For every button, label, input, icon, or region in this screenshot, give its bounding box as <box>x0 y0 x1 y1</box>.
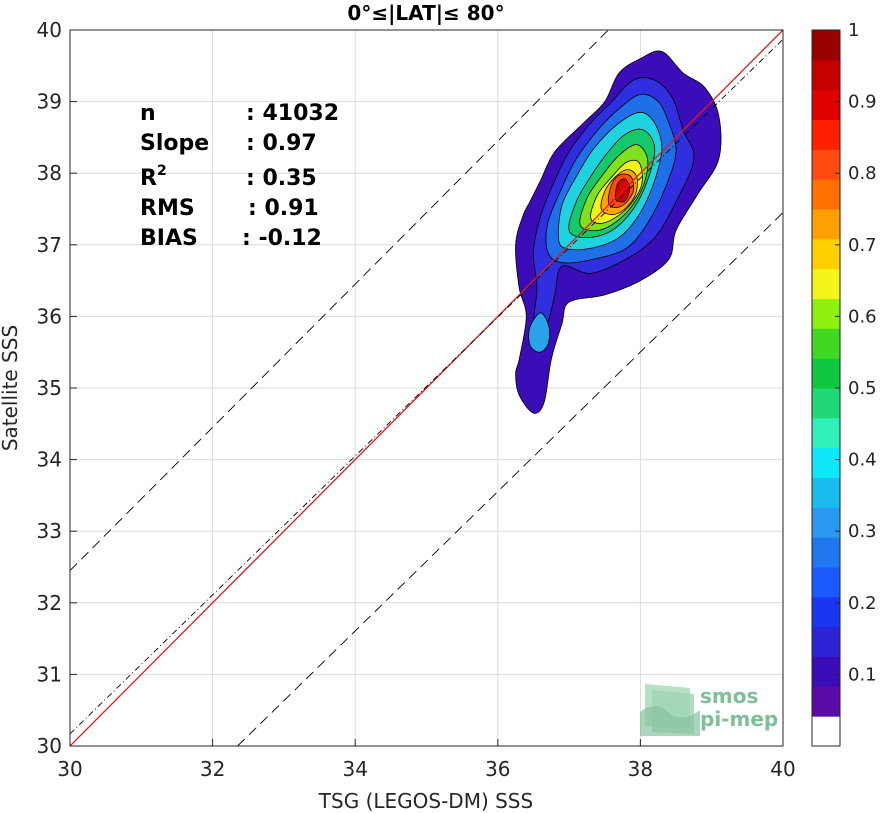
stat-r2-superscript: 2 <box>157 163 167 179</box>
colorbar-tick-label: 0.2 <box>848 593 877 614</box>
colorbar-segment-11 <box>812 388 840 419</box>
colorbar-tick-label: 0.1 <box>848 664 877 685</box>
logo-line2: pi-mep <box>700 707 778 731</box>
y-tick-label: 38 <box>37 161 62 185</box>
smos-pi-mep-logo: smos pi-mep <box>640 684 778 736</box>
stat-r2-value: : 0.35 <box>246 166 317 191</box>
colorbar-segment-13 <box>812 328 840 359</box>
y-tick-label: 35 <box>37 376 62 400</box>
colorbar-tick-label: 1 <box>848 20 859 41</box>
stats-box: n : 41032 Slope : 0.97 R2 : 0.35 RMS : 0… <box>140 101 339 251</box>
logo-waves-icon <box>640 684 700 736</box>
x-tick-label: 40 <box>770 757 795 781</box>
colorbar-segment-10 <box>812 417 840 449</box>
colorbar-segment-9 <box>812 447 840 478</box>
stat-rms-label: RMS <box>140 196 195 221</box>
y-tick-labels: 30 31 32 33 34 35 36 37 38 39 40 <box>37 18 62 758</box>
y-tick-label: 34 <box>37 448 62 472</box>
density-contour-level-3 <box>528 312 551 353</box>
stat-n-value: : 41032 <box>246 101 339 126</box>
logo-line1: smos <box>700 684 758 708</box>
colorbar-segment-22 <box>812 59 840 91</box>
stat-n-label: n <box>140 101 156 126</box>
colorbar-segment-16 <box>812 238 840 270</box>
colorbar-tick-label: 0.3 <box>848 521 877 542</box>
y-tick-label: 40 <box>37 18 62 42</box>
y-tick-label: 36 <box>37 304 62 328</box>
colorbar-segment-3 <box>812 626 840 657</box>
stat-r2-base: R <box>140 166 157 191</box>
colorbar-tick-label: 0.5 <box>848 378 877 399</box>
stat-slope-value: : 0.97 <box>246 131 317 156</box>
colorbar-tick-label: 0.7 <box>848 235 877 256</box>
stat-rms-value: : 0.91 <box>248 196 319 221</box>
x-tick-label: 38 <box>628 757 653 781</box>
colorbar-segment-23 <box>812 30 840 61</box>
colorbar <box>812 30 840 747</box>
reference-lines <box>70 30 783 746</box>
plot-frame <box>69 29 784 747</box>
colorbar-segment-1 <box>812 686 840 717</box>
colorbar-segment-17 <box>812 209 840 240</box>
density-contours <box>515 50 722 414</box>
colorbar-segment-5 <box>812 567 840 598</box>
x-axis-label: TSG (LEGOS-DM) SSS <box>318 789 533 813</box>
colorbar-segment-8 <box>812 477 840 508</box>
stat-bias-label: BIAS <box>140 226 198 251</box>
stat-slope-label: Slope <box>140 131 209 156</box>
colorbar-segment-0 <box>812 716 840 747</box>
stat-bias-value: : -0.12 <box>242 226 322 251</box>
chart-title: 0°≤|LAT|≤ 80° <box>347 1 504 25</box>
colorbar-tick-labels: 0.1 0.2 0.3 0.4 0.5 0.6 0.7 0.8 0.9 1 <box>835 20 877 685</box>
colorbar-tick-label: 0.6 <box>848 306 877 327</box>
y-tick-label: 30 <box>37 734 62 758</box>
x-tick-label: 36 <box>485 757 510 781</box>
one-to-one-line <box>70 30 783 746</box>
y-tick-label: 32 <box>37 591 62 615</box>
y-tick-label: 39 <box>37 90 62 114</box>
colorbar-segment-15 <box>812 268 840 299</box>
colorbar-segment-12 <box>812 358 840 389</box>
colorbar-tick-label: 0.9 <box>848 92 877 113</box>
colorbar-segment-4 <box>812 596 840 628</box>
y-tick-label: 33 <box>37 519 62 543</box>
y-axis-label: Satellite SSS <box>0 325 22 451</box>
colorbar-segment-14 <box>812 298 840 329</box>
stat-r2-label: R2 <box>140 163 167 191</box>
y-tick-label: 31 <box>37 662 62 686</box>
colorbar-segment-19 <box>812 149 840 180</box>
colorbar-tick-label: 0.4 <box>848 450 877 471</box>
colorbar-segment-20 <box>812 119 840 150</box>
x-tick-label: 34 <box>342 757 367 781</box>
colorbar-segment-6 <box>812 537 840 568</box>
colorbar-segment-18 <box>812 179 840 210</box>
colorbar-tick-label: 0.8 <box>848 163 877 184</box>
x-tick-label: 30 <box>57 757 82 781</box>
colorbar-segment-21 <box>812 89 840 120</box>
y-tick-label: 37 <box>37 233 62 257</box>
colorbar-segment-2 <box>812 656 840 687</box>
x-tick-labels: 30 32 34 36 38 40 <box>57 757 795 781</box>
regression-fit-line <box>70 38 783 735</box>
x-tick-label: 32 <box>200 757 225 781</box>
colorbar-segment-7 <box>812 507 840 538</box>
